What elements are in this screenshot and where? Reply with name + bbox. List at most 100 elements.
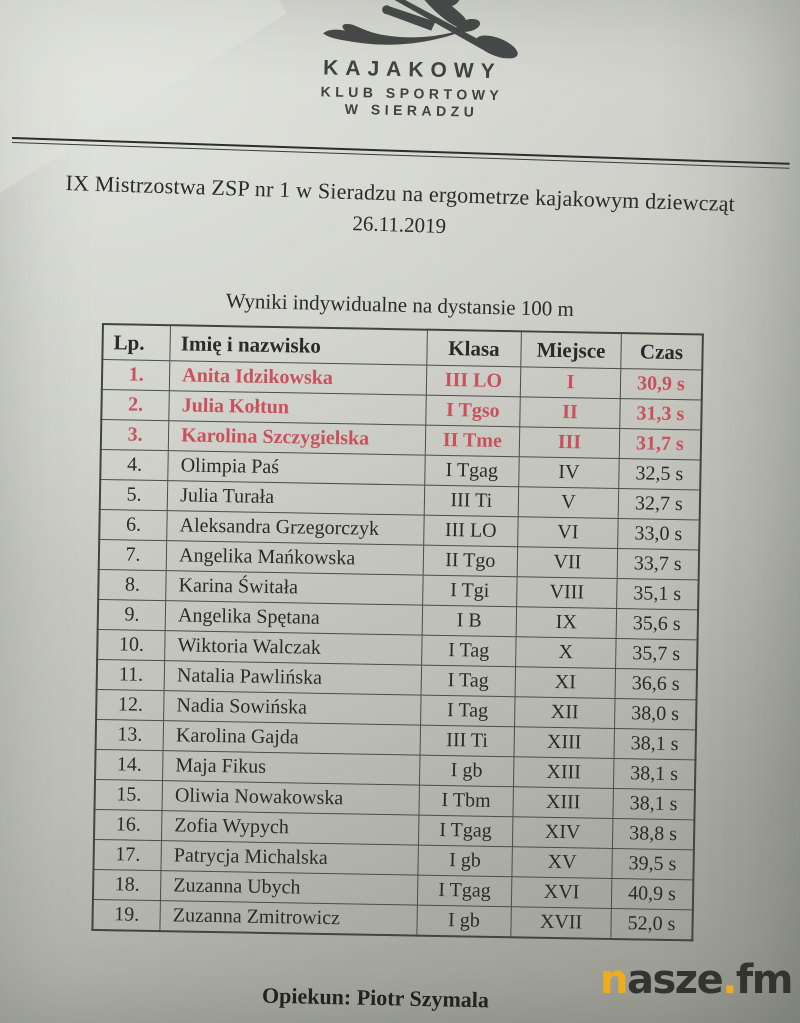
cell-czas: 52,0 s <box>610 908 693 941</box>
results-subtitle: Wyniki indywidualne na dystansie 100 m <box>225 288 575 322</box>
results-table: Lp. Imię i nazwisko Klasa Miejsce Czas 1… <box>91 323 704 942</box>
watermark-asze: asze <box>626 957 724 1003</box>
cell-lp: 9. <box>97 599 166 631</box>
cell-lp: 15. <box>94 779 163 811</box>
column-header-klasa: Klasa <box>426 329 522 367</box>
cell-klasa: I Tgag <box>417 815 514 847</box>
cell-klasa: III Ti <box>423 485 519 517</box>
club-logo-block: KAJAKOWY KLUB SPORTOWY W SIERADZU <box>0 0 800 127</box>
cell-miejsce: IX <box>516 606 617 639</box>
cell-klasa: I Tag <box>420 665 516 697</box>
cell-klasa: II Tgo <box>422 545 518 577</box>
cell-lp: 1. <box>101 359 171 391</box>
cell-miejsce: VII <box>517 546 618 579</box>
cell-lp: 12. <box>96 689 165 721</box>
cell-klasa: I Tag <box>421 635 517 667</box>
cell-klasa: I Tgso <box>425 395 521 427</box>
cell-name: Maja Fikus <box>162 750 420 786</box>
cell-czas: 35,6 s <box>615 608 699 640</box>
nasze-fm-watermark: nasze.fm <box>600 957 794 1003</box>
cell-name: Wiktoria Walczak <box>164 630 422 666</box>
cell-czas: 31,3 s <box>619 398 702 430</box>
cell-lp: 6. <box>99 509 168 541</box>
cell-lp: 8. <box>98 569 167 601</box>
cell-name: Karina Świtała <box>165 570 423 606</box>
cell-name: Natalia Pawlińska <box>164 660 422 696</box>
cell-klasa: I Tag <box>420 695 516 727</box>
cell-lp: 16. <box>93 809 163 841</box>
cell-miejsce: VIII <box>516 576 617 609</box>
cell-miejsce: XVII <box>510 906 612 939</box>
cell-czas: 36,6 s <box>614 668 698 700</box>
cell-czas: 38,1 s <box>612 788 695 820</box>
cell-lp: 14. <box>95 749 164 781</box>
cell-name: Angelika Mańkowska <box>166 540 424 576</box>
cell-klasa: II Tme <box>424 425 520 457</box>
results-body: 1. Anita Idzikowska III LO I 30,9 s 2. J… <box>92 359 703 941</box>
cell-name: Patrycja Michalska <box>161 840 418 876</box>
cell-name: Zuzanna Zmitrowicz <box>160 900 417 936</box>
cell-czas: 31,7 s <box>619 428 702 460</box>
cell-lp: 19. <box>92 899 161 932</box>
cell-klasa: I gb <box>416 905 512 938</box>
cell-miejsce: XII <box>514 696 615 729</box>
cell-miejsce: XIII <box>513 786 614 819</box>
cell-czas: 38,1 s <box>613 758 696 790</box>
cell-lp: 3. <box>100 419 169 451</box>
cell-miejsce: XVI <box>511 876 612 909</box>
cell-name: Karolina Gajda <box>163 720 421 756</box>
cell-name: Anita Idzikowska <box>169 360 427 396</box>
cell-lp: 10. <box>97 629 166 661</box>
cell-miejsce: VI <box>517 516 618 549</box>
cell-miejsce: XI <box>515 666 616 699</box>
cell-miejsce: XIV <box>512 816 613 849</box>
cell-czas: 32,5 s <box>618 458 701 490</box>
watermark-n: n <box>600 957 628 1003</box>
header-divider-line <box>11 137 790 169</box>
cell-klasa: I Tgag <box>416 875 513 907</box>
cell-miejsce: IV <box>518 456 620 489</box>
cell-czas: 30,9 s <box>620 368 703 400</box>
cell-czas: 32,7 s <box>617 488 701 520</box>
cell-name: Julia Turała <box>167 480 425 516</box>
cell-name: Oliwia Nowakowska <box>162 780 420 816</box>
cell-lp: 18. <box>92 869 162 901</box>
cell-miejsce: XIII <box>514 726 615 759</box>
cell-klasa: I Tgi <box>422 575 518 607</box>
cell-lp: 13. <box>95 719 164 751</box>
watermark-dot: . <box>722 957 737 1003</box>
cell-czas: 40,9 s <box>611 878 694 910</box>
cell-klasa: I gb <box>417 845 513 877</box>
cell-miejsce: V <box>518 486 619 519</box>
cell-miejsce: XIII <box>513 756 614 789</box>
cell-miejsce: XV <box>512 846 613 879</box>
cell-klasa: I Tgag <box>424 455 520 487</box>
cell-miejsce: II <box>519 396 621 429</box>
cell-name: Aleksandra Grzegorczyk <box>166 510 424 546</box>
cell-name: Zuzanna Ubych <box>160 870 418 906</box>
cell-czas: 35,7 s <box>615 638 698 670</box>
caretaker-line: Opiekun: Piotr Szymala <box>261 982 490 1013</box>
cell-lp: 11. <box>96 659 165 691</box>
cell-name: Julia Kołtun <box>168 390 426 426</box>
cell-lp: 7. <box>98 539 167 571</box>
cell-klasa: I gb <box>419 755 515 787</box>
cell-lp: 5. <box>99 479 168 511</box>
cell-klasa: I Tbm <box>418 785 514 817</box>
cell-czas: 38,8 s <box>612 818 695 850</box>
cell-lp: 2. <box>101 389 170 421</box>
cell-miejsce: X <box>515 636 616 669</box>
cell-klasa: III LO <box>425 365 521 397</box>
cell-czas: 39,5 s <box>611 848 694 880</box>
column-header-czas: Czas <box>620 333 703 370</box>
column-header-name: Imię i nazwisko <box>170 325 427 366</box>
cell-name: Zofia Wypych <box>161 810 419 846</box>
cell-name: Angelika Spętana <box>165 600 423 636</box>
document-title-block: IX Mistrzostwa ZSP nr 1 w Sieradzu na er… <box>0 167 800 250</box>
column-header-miejsce: Miejsce <box>520 331 622 369</box>
cell-name: Olimpia Paś <box>167 450 425 486</box>
cell-czas: 33,0 s <box>617 518 700 550</box>
cell-klasa: III Ti <box>419 725 515 757</box>
